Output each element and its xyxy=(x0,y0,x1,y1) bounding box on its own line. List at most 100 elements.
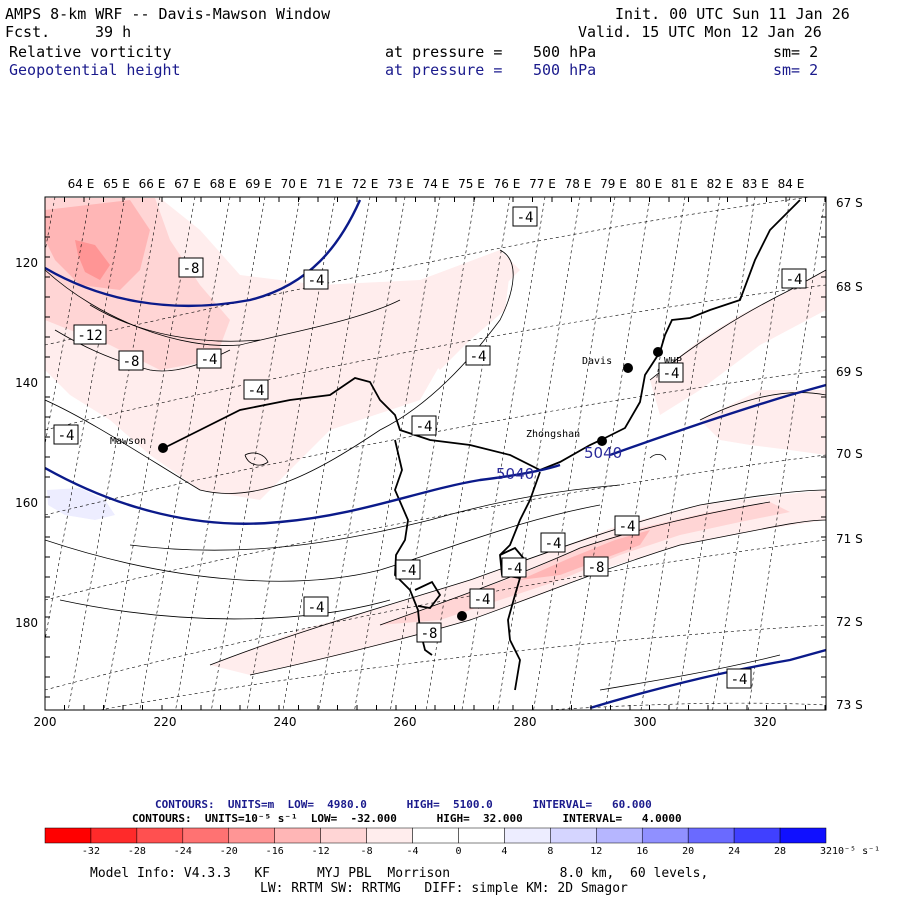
vorticity-label-box xyxy=(303,596,329,617)
colorbar-tick-label: -24 xyxy=(173,846,192,857)
longitude-tick-label: 70 E xyxy=(281,177,308,191)
vorticity-label: -8 xyxy=(123,354,140,370)
x-tick-label: 240 xyxy=(274,715,297,729)
latitude-tick-label: 69 S xyxy=(836,365,863,379)
vorticity-label-box xyxy=(583,556,609,577)
x-tick-label: 220 xyxy=(154,715,177,729)
vorticity-label: -4 xyxy=(470,349,487,365)
frame-ticks xyxy=(44,196,826,710)
longitude-tick-label: 81 E xyxy=(671,177,698,191)
colorbar-swatch xyxy=(366,827,413,844)
longitude-tick-label: 79 E xyxy=(600,177,627,191)
vorticity-label-box xyxy=(118,350,144,371)
vorticity-label-box xyxy=(614,515,640,536)
vorticity-label-box xyxy=(726,668,752,689)
vorticity-label-box xyxy=(416,622,442,643)
field1-pressure: 500 hPa xyxy=(533,43,597,61)
vorticity-label-box xyxy=(501,557,527,578)
colorbar-tick-label: -12 xyxy=(311,846,330,857)
field2-name: Geopotential height xyxy=(9,61,181,79)
colorbar-swatch xyxy=(687,827,735,844)
vorticity-label-box xyxy=(658,362,684,383)
colorbar-tick-label: 28 xyxy=(774,846,787,857)
vort-patch-negative xyxy=(47,488,115,520)
y-axis-left: 120 140 160 180 xyxy=(15,256,38,630)
longitude-line xyxy=(748,197,826,710)
longitude-line xyxy=(0,197,20,710)
longitude-tick-label: 66 E xyxy=(139,177,166,191)
vorticity-label-box xyxy=(465,345,491,366)
whp-marker xyxy=(653,347,663,357)
longitude-line xyxy=(569,197,651,710)
vorticity-label-box xyxy=(781,268,807,289)
longitude-line xyxy=(318,197,406,710)
vort-lobe-nw-max xyxy=(75,240,110,280)
vorticity-label: -4 xyxy=(400,563,417,579)
height-label-5040-e: 5040 xyxy=(584,444,622,462)
colorbar-tick-label: -32 xyxy=(81,846,100,857)
longitude-line xyxy=(282,197,371,710)
longitude-line xyxy=(390,197,476,710)
y-tick-label: 180 xyxy=(15,616,38,630)
vorticity-label: -4 xyxy=(308,273,325,289)
station-markers xyxy=(158,347,663,621)
longitude-tick-label: 74 E xyxy=(423,177,450,191)
vorticity-label: -4 xyxy=(619,519,636,535)
longitude-tick-label: 76 E xyxy=(494,177,521,191)
vorticity-label: -4 xyxy=(663,366,680,382)
vorticity-label: -4 xyxy=(786,272,803,288)
longitude-line xyxy=(604,197,686,710)
vort-patch-c xyxy=(420,270,510,370)
colorbar-swatch xyxy=(458,827,505,844)
vorticity-label-box xyxy=(411,415,437,436)
forecast-hour: 39 h xyxy=(95,23,132,41)
colorbar-tick-label: 4 xyxy=(501,846,508,857)
colorbar-swatch xyxy=(90,827,138,844)
colorbar-swatch xyxy=(228,827,275,844)
longitude-line xyxy=(67,197,161,710)
x-tick-label: 260 xyxy=(394,715,417,729)
field1-smoothing: sm= 2 xyxy=(773,43,819,61)
colorbar-tick-label: 8 xyxy=(547,846,554,857)
longitude-tick-label: 84 E xyxy=(778,177,805,191)
colorbar-swatch xyxy=(136,827,184,844)
colorbar-units: 10⁻⁵ s⁻¹ xyxy=(832,846,881,857)
longitude-line xyxy=(640,197,721,710)
vorticity-label-box xyxy=(196,348,222,369)
field1-name: Relative vorticity xyxy=(9,43,172,61)
y-tick-label: 140 xyxy=(15,376,38,390)
vorticity-label: -8 xyxy=(183,261,200,277)
longitude-tick-label: 68 E xyxy=(210,177,237,191)
vorticity-label: -4 xyxy=(474,592,491,608)
davis-label: Davis xyxy=(582,356,612,367)
longitude-line xyxy=(712,197,791,710)
colorbar-tick-label: 24 xyxy=(728,846,741,857)
vort-lobe-nw-core xyxy=(45,200,150,290)
colorbar-swatch xyxy=(550,827,597,844)
valid-time: Valid. 15 UTC Mon 12 Jan 26 xyxy=(578,23,822,41)
colorbar-swatch xyxy=(641,827,689,844)
longitude-tick-label: 82 E xyxy=(707,177,734,191)
latitude-graticule xyxy=(45,197,826,710)
longitude-line xyxy=(139,197,231,710)
colorbar-tick-label: 12 xyxy=(590,846,603,857)
vorticity-label: -4 xyxy=(506,561,523,577)
longitude-line xyxy=(175,197,266,710)
height-contours-info: CONTOURS: UNITS=m LOW= 4980.0 HIGH= 5100… xyxy=(155,798,652,811)
field1-pressure-label: at pressure = xyxy=(385,43,503,61)
vorticity-label-box xyxy=(540,532,566,553)
longitude-line xyxy=(103,197,196,710)
colorbar-tick-label: 0 xyxy=(455,846,462,857)
longitude-tick-label: 72 E xyxy=(352,177,379,191)
vorticity-label: -4 xyxy=(545,536,562,552)
vorticity-label: -4 xyxy=(201,352,218,368)
field2-pressure-label: at pressure = xyxy=(385,61,503,79)
colorbar-swatch xyxy=(733,827,781,844)
model-physics: LW: RRTM SW: RRTMG DIFF: simple KM: 2D S… xyxy=(260,881,628,896)
x-axis-bottom: 200 220 240 260 280 300 320 xyxy=(34,715,777,729)
latitude-tick-label: 68 S xyxy=(836,280,863,294)
colorbar-tick-label: 16 xyxy=(636,846,649,857)
longitude-tick-label: 64 E xyxy=(68,177,95,191)
forecast-label: Fcst. xyxy=(5,23,51,41)
colorbar-swatch xyxy=(596,827,643,844)
